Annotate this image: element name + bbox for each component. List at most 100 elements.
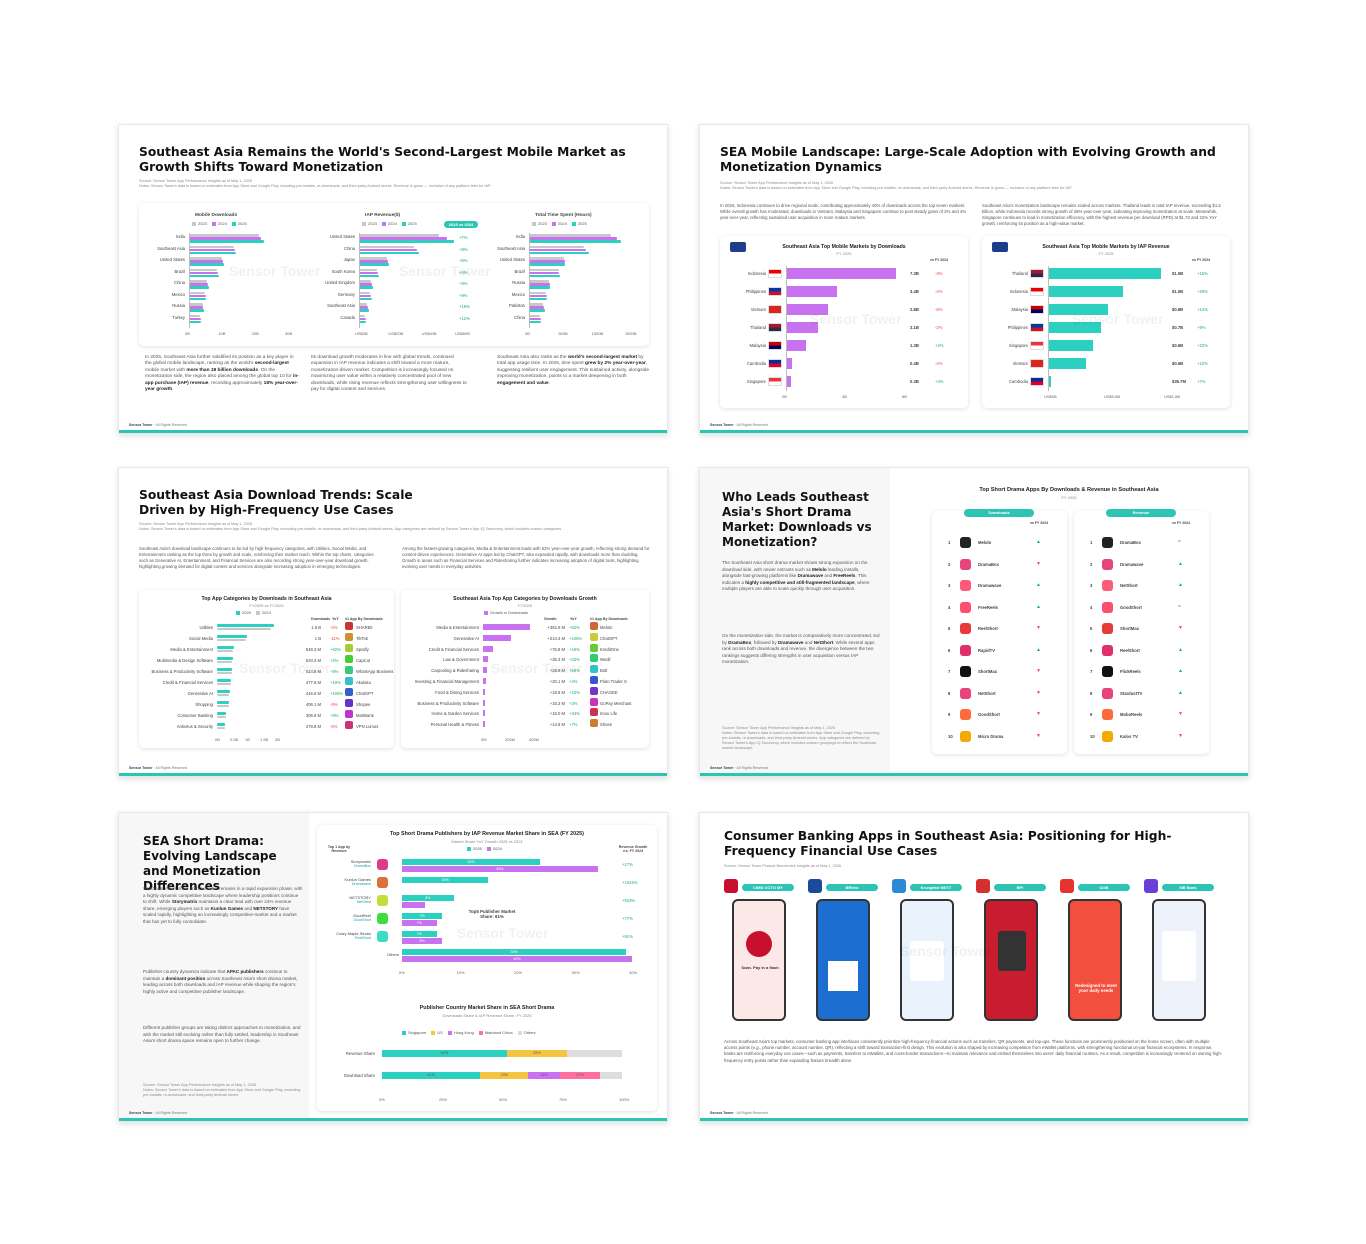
chart-legend: 2025 2024 [462,846,502,851]
watermark: Sensor Tower [457,925,549,941]
segment-label: 52% [440,1051,449,1055]
segment-label: 13% [540,1073,548,1077]
axis-tick: 30% [571,970,580,975]
market-change: +10% [1197,361,1208,366]
axis-tick: US$20B [388,331,404,336]
chart-title: IAP Revenue($) [365,213,401,218]
row-label: United States [159,257,185,262]
bar-2024 [359,248,417,251]
app-dramawave-icon [960,580,971,591]
bar-2023 [529,245,584,248]
panel-title: Top Short Drama Publishers by IAP Revenu… [390,831,584,837]
trend-up-icon: ▲ [1178,668,1183,674]
legend-swatch [447,1030,452,1035]
market-value: $0.6B [1172,343,1184,348]
legend-label: Others [523,1030,536,1035]
chart-legend: 2023 2024 2025 [527,221,587,226]
top-app-name: Bolt [600,668,608,674]
bar-2025 [529,240,621,243]
axis-tick: 30B [285,331,293,336]
phone-mockup-4 [984,899,1038,1021]
bar-2025 [529,263,565,266]
trend-down-icon: ▼ [1178,625,1183,631]
revenue-growth: +17% [622,862,633,867]
market-bar [786,268,896,279]
bar-2023 [359,234,439,237]
bar-2025 [189,240,264,243]
trend-flat-icon: = [1178,539,1181,545]
bar-2024 [217,649,233,652]
bar-2025 [189,320,201,323]
top-app-name: Shopee [356,702,371,707]
growth-bar [483,656,488,663]
app-icon [345,644,353,652]
slide-sea-download-trends[interactable]: Southeast Asia Download Trends: Scale Dr… [118,467,668,777]
promo-text: Redesigned to meet your daily needs [1075,983,1117,993]
market-label: Indonesia [747,271,766,276]
revenue-tag: Revenue [1106,509,1176,517]
footer: Sensor Tower · All Rights Reserved [129,766,188,770]
rank-number: 8 [1090,690,1093,696]
growth-bar [483,710,486,717]
app-goodshort-icon [960,709,971,720]
downloads-value: 549.3 M [305,647,321,652]
share-2024-bar [402,902,425,908]
market-change: +28% [1197,289,1208,294]
app-rapidtv-icon [960,644,971,656]
bar-2023 [529,268,559,271]
legend-label: Singapore [408,1030,427,1035]
panel-title: Southeast Asia Top Mobile Markets by Dow… [782,244,906,250]
watermark: Sensor Tower [491,660,583,676]
row-label: Turkey [172,314,185,320]
axis-line [786,266,787,391]
share-segment: 13% [528,1072,560,1079]
market-label: Malaysia [1011,307,1028,312]
app-icon [590,643,598,652]
share-2025-label: 9% [425,896,431,900]
top-app-name: Melolo [600,625,613,630]
bar-2023 [189,245,234,248]
body-para-2: Publisher country dynamics indicate that… [143,969,298,994]
row-label: Pakistan [508,303,525,308]
top-app-name: GoodShort [353,918,371,922]
body-col-2: Its download growth moderates in line wi… [311,355,467,393]
row-label: Southeast Asia [497,245,525,251]
flag-thailand-icon [768,323,782,332]
market-value: $1.5B [1172,271,1184,276]
slide-consumer-banking-apps[interactable]: Consumer Banking Apps in Southeast Asia:… [699,812,1249,1122]
bar-2024 [217,715,226,718]
flag-indonesia-icon [1030,287,1044,296]
app-icon [590,697,598,706]
bar-2023 [529,280,549,283]
watermark: Sensor Tower [900,943,992,959]
slide-sea-mobile-landscape[interactable]: SEA Mobile Landscape: Large-Scale Adopti… [699,124,1249,434]
bar-2025 [217,679,232,682]
rank-number: 10 [948,733,953,739]
bar-2023 [189,268,217,271]
bar-2024 [189,260,223,263]
app-name: NetShort [978,690,996,696]
app-name: Dramawave [978,583,1002,588]
axis-tick: US$1.6B [1164,394,1181,399]
yoy-value: +106% [330,691,344,696]
share-2025-bar: 24% [402,859,540,865]
app-flickreels-icon [1102,666,1113,677]
panel-title: Top Short Drama Apps By Downloads & Reve… [979,487,1159,493]
bar-2023 [529,303,543,306]
slide-sea-short-drama-landscape[interactable]: SEA Short Drama: Evolving Landscape and … [118,812,668,1122]
yoy-value: -4% [330,625,338,630]
app-name: FreeReels [978,604,999,610]
phone-mockup-6 [1152,899,1206,1021]
slide-title: Southeast Asia Download Trends: Scale Dr… [139,488,413,517]
share-2025-bar: 7% [402,913,443,919]
yoy-value: +62% [330,647,341,652]
revenue-ranking-panel: Revenue vs FY 2024 1 DramaBox = 2 Dramawave ▲ 3 N… [1074,509,1209,754]
yoy-value: +34% [569,711,580,717]
app-name: MoboReels [1120,712,1143,717]
axis-tick: 0B [185,331,190,336]
category-label: Food & Dining Services [435,689,479,695]
body-text: Across Southeast Asia's top markets, con… [724,1039,1223,1063]
slide-short-drama-leaders[interactable]: Who Leads Southeast Asia's Short Drama M… [699,467,1249,777]
legend-label: 2024 [387,221,397,226]
slide-sea-second-largest-market[interactable]: Southeast Asia Remains the World's Secon… [118,124,668,434]
